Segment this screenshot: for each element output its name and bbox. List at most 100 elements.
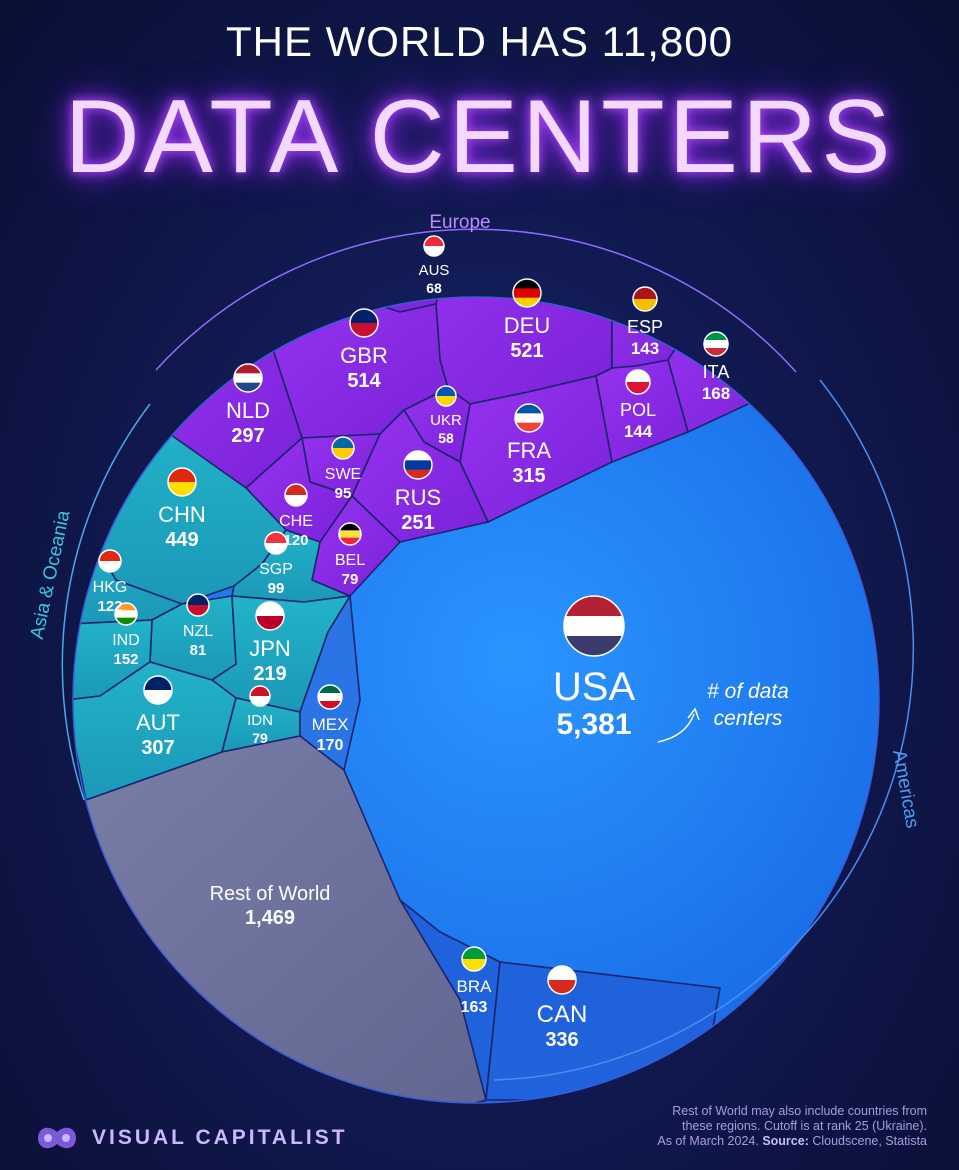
cell-name-sgp: SGP [259, 561, 293, 578]
cell-name-row: Rest of World [210, 883, 331, 905]
swe-flag-icon [332, 437, 354, 459]
cell-name-pol: POL [620, 400, 656, 420]
cell-label-esp: ESP 143 [627, 286, 663, 358]
che-flag-icon [285, 484, 307, 506]
cell-value-deu: 521 [510, 340, 543, 362]
usa-flag-icon [564, 596, 624, 656]
cell-label-hkg: HKG 122 [93, 549, 128, 615]
cell-name-nzl: NZL [183, 623, 213, 640]
rus-flag-icon [404, 451, 432, 479]
cell-name-chn: CHN [158, 502, 206, 527]
ind-flag-icon [115, 603, 137, 625]
footer-note-line3: As of March 2024. Source: Cloudscene, St… [597, 1134, 927, 1149]
region-label-europe: Europe [429, 212, 490, 233]
cell-name-aut: AUT [136, 710, 180, 735]
jpn-flag-icon [256, 602, 284, 630]
cell-name-idn: IDN [247, 712, 273, 729]
footer-note-line1: Rest of World may also include countries… [672, 1104, 927, 1118]
cell-label-bra: BRA 163 [457, 946, 493, 1016]
cell-name-fra: FRA [507, 438, 551, 463]
arc-europe [155, 228, 797, 373]
chart-border [72, 296, 880, 1104]
cell-name-can: CAN [537, 1001, 588, 1028]
nld-flag-icon [234, 364, 262, 392]
region-label-asia: Asia & Oceania [27, 508, 75, 641]
aus-flag-icon [424, 236, 444, 256]
nzl-flag-icon [187, 594, 209, 616]
brand-name: VISUAL CAPITALIST [92, 1126, 348, 1149]
annotation-arrowhead [687, 707, 700, 721]
cell-value-esp: 143 [631, 339, 659, 358]
pol-flag-icon [626, 370, 650, 394]
ukr-flag-icon [436, 386, 456, 406]
annotation-line1: # of data [707, 680, 789, 703]
cell-label-bel: BEL 79 [335, 522, 365, 588]
footer-date: As of March 2024. [657, 1134, 759, 1148]
cell-name-rus: RUS [395, 485, 441, 510]
cell-label-pol: POL 144 [620, 369, 656, 441]
cell-name-esp: ESP [627, 317, 663, 337]
annotation-arrow [657, 713, 695, 743]
cell-value-rus: 251 [401, 512, 434, 534]
cell-label-nzl: NZL 81 [183, 593, 213, 659]
arc-asia [61, 403, 151, 801]
fra-flag-icon [515, 404, 543, 432]
bra-flag-icon [462, 947, 486, 971]
arc-americas [493, 379, 915, 1081]
idn-flag-icon [250, 686, 270, 706]
region-label-americas: Americas [888, 748, 922, 830]
cell-value-swe: 95 [335, 485, 352, 502]
cell-name-nld: NLD [226, 398, 270, 423]
footer-note: Rest of World may also include countries… [597, 1104, 927, 1149]
sgp-flag-icon [265, 532, 287, 554]
cell-name-aus: AUS [419, 262, 450, 279]
annotation-line2: centers [714, 707, 783, 730]
cell-value-hkg: 122 [97, 598, 122, 615]
cell-value-nzl: 81 [190, 642, 207, 659]
cell-value-chn: 449 [165, 529, 198, 551]
title-main: DATA CENTERS [64, 79, 895, 195]
cell-name-deu: DEU [504, 313, 550, 338]
bel-flag-icon [339, 523, 361, 545]
cell-name-mex: MEX [312, 715, 349, 734]
cell-value-che: 120 [283, 532, 308, 549]
cell-name-jpn: JPN [249, 636, 291, 661]
cell-value-aus: 68 [426, 280, 442, 296]
cell-value-pol: 144 [624, 422, 653, 441]
hkg-flag-icon [99, 550, 121, 572]
cell-value-bra: 163 [461, 999, 488, 1016]
cell-label-mex: MEX 170 [312, 684, 349, 754]
cell-value-sgp: 99 [268, 580, 285, 597]
cell-value-ukr: 58 [438, 430, 454, 446]
cell-value-aut: 307 [141, 737, 174, 759]
cell-name-hkg: HKG [93, 579, 128, 596]
cell-label-swe: SWE 95 [325, 436, 361, 502]
cell-value-fra: 315 [512, 465, 545, 487]
cell-value-ind: 152 [113, 651, 138, 668]
ita-flag-icon [704, 332, 728, 356]
aut-flag-icon [144, 676, 172, 704]
esp-flag-icon [633, 287, 657, 311]
cell-value-gbr: 514 [347, 370, 381, 392]
cell-value-ita: 168 [702, 384, 730, 403]
cell-label-ind: IND 152 [112, 602, 140, 668]
cell-name-bra: BRA [457, 977, 493, 996]
cell-name-usa: USA [553, 665, 636, 709]
footer-note-line2: these regions. Cutoff is at rank 25 (Ukr… [681, 1119, 927, 1133]
cell-name-ita: ITA [703, 362, 730, 382]
gbr-flag-icon [350, 309, 378, 337]
chn-flag-icon [168, 468, 196, 496]
cell-value-bel: 79 [342, 571, 359, 588]
